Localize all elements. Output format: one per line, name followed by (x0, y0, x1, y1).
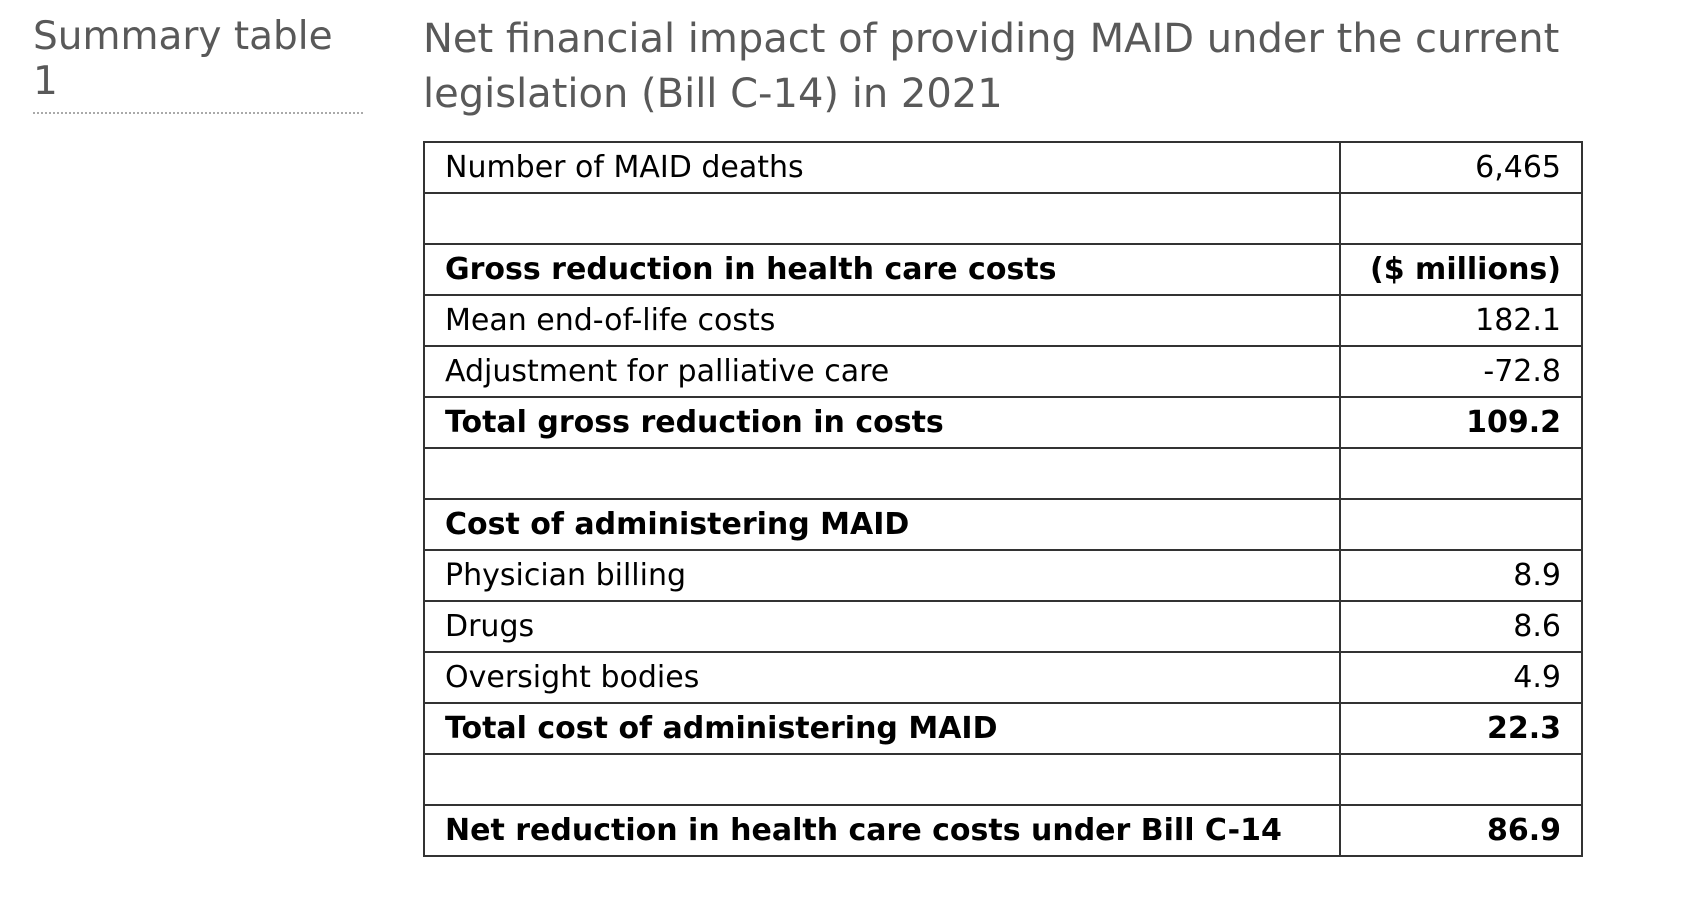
row-label: Total cost of administering MAID (423, 702, 1341, 755)
row-value: -72.8 (1339, 345, 1583, 398)
row-label: Physician billing (423, 549, 1341, 602)
table-row: Mean end-of-life costs 182.1 (423, 294, 1583, 347)
row-label: Oversight bodies (423, 651, 1341, 704)
table-row: Adjustment for palliative care -72.8 (423, 345, 1583, 398)
spacer-row (423, 447, 1583, 500)
row-value: 6,465 (1339, 141, 1583, 194)
row-value: 22.3 (1339, 702, 1583, 755)
empty-cell (423, 192, 1341, 245)
row-value (1339, 498, 1583, 551)
table-row: Number of MAID deaths 6,465 (423, 141, 1583, 194)
summary-table: Number of MAID deaths 6,465 Gross reductio… (423, 141, 1583, 857)
row-label: Net reduction in health care costs under… (423, 804, 1341, 857)
row-label: Mean end-of-life costs (423, 294, 1341, 347)
empty-cell (1339, 753, 1583, 806)
row-value: 8.9 (1339, 549, 1583, 602)
row-label: Gross reduction in health care costs (423, 243, 1341, 296)
table-title: Net financial impact of providing MAID u… (423, 16, 1560, 117)
table-row: Total gross reduction in costs 109.2 (423, 396, 1583, 449)
table-row: Gross reduction in health care costs ($ m… (423, 243, 1583, 296)
spacer-row (423, 753, 1583, 806)
row-label: Drugs (423, 600, 1341, 653)
empty-cell (423, 447, 1341, 500)
row-label: Adjustment for palliative care (423, 345, 1341, 398)
row-value: 109.2 (1339, 396, 1583, 449)
table-row: Net reduction in health care costs under… (423, 804, 1583, 857)
table-label: Summary table 1 (33, 14, 363, 114)
row-value: 4.9 (1339, 651, 1583, 704)
table-row: Physician billing 8.9 (423, 549, 1583, 602)
spacer-row (423, 192, 1583, 245)
table-row: Total cost of administering MAID 22.3 (423, 702, 1583, 755)
table-row: Drugs 8.6 (423, 600, 1583, 653)
row-label: Cost of administering MAID (423, 498, 1341, 551)
row-value: ($ millions) (1339, 243, 1583, 296)
row-value: 182.1 (1339, 294, 1583, 347)
row-label: Number of MAID deaths (423, 141, 1341, 194)
empty-cell (1339, 192, 1583, 245)
table-row: Oversight bodies 4.9 (423, 651, 1583, 704)
row-label: Total gross reduction in costs (423, 396, 1341, 449)
row-value: 86.9 (1339, 804, 1583, 857)
row-value: 8.6 (1339, 600, 1583, 653)
table-row: Cost of administering MAID (423, 498, 1583, 551)
empty-cell (1339, 447, 1583, 500)
empty-cell (423, 753, 1341, 806)
